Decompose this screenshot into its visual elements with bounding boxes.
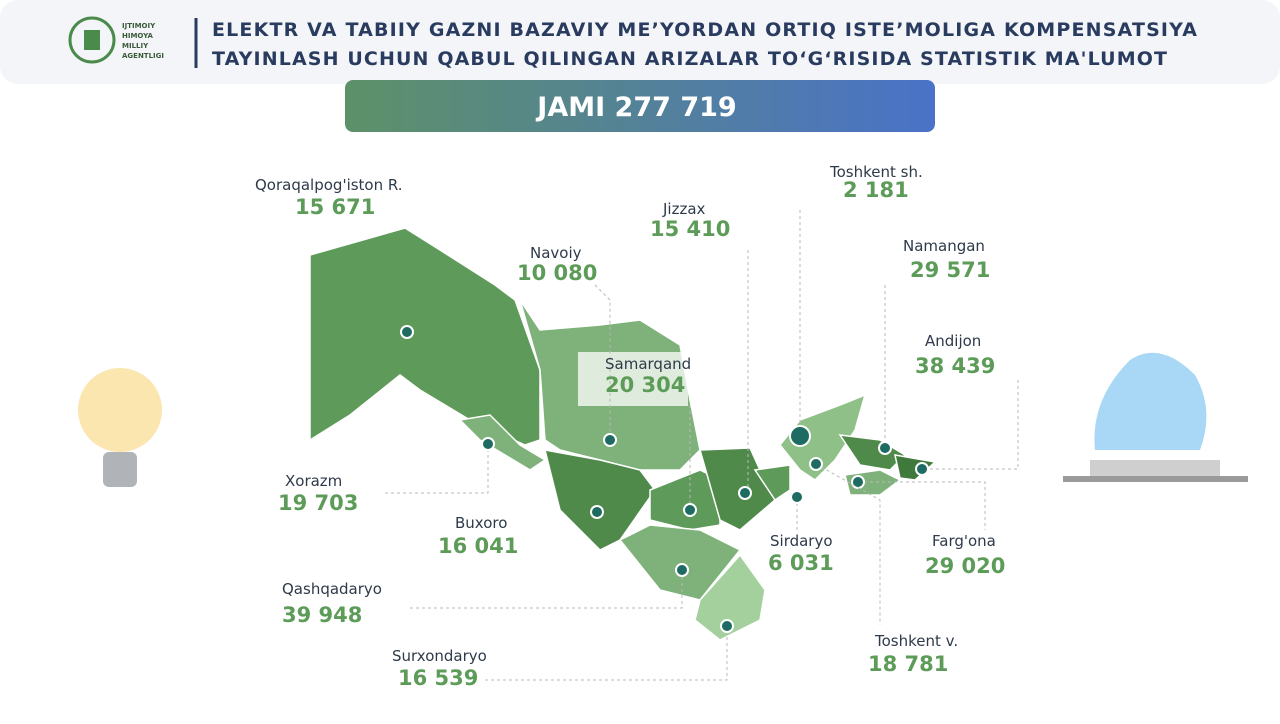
region-name: Surxondaryo	[392, 647, 487, 665]
region-name: Andijon	[925, 332, 981, 350]
region-name: Sirdaryo	[770, 532, 833, 550]
region-name: Qoraqalpog'iston R.	[255, 176, 403, 194]
region-dot	[481, 437, 495, 451]
header-bar	[0, 0, 1280, 84]
region-name: Toshkent sh.	[829, 163, 923, 181]
region-dot	[851, 475, 865, 489]
leader-line	[410, 570, 683, 609]
region-value: 38 439	[915, 354, 995, 378]
region-name: Toshkent v.	[874, 632, 958, 650]
region-value: 10 080	[517, 261, 597, 285]
leader-line	[594, 284, 611, 440]
leader-line	[385, 444, 489, 494]
region-value: 15 671	[295, 195, 375, 219]
logo-text: HIMOYA	[122, 32, 154, 40]
logo-text: AGENTLIGI	[122, 52, 164, 60]
region-value: 18 781	[868, 652, 948, 676]
region-value: 39 948	[282, 603, 362, 627]
region-dot	[720, 619, 734, 633]
logo-text: MILLIY	[122, 42, 149, 50]
region-dot	[809, 457, 823, 471]
map	[309, 227, 937, 641]
total: JAMI 277 719	[535, 92, 736, 123]
leader-line	[815, 463, 881, 625]
region-value: 16 539	[398, 666, 478, 690]
region-value: 16 041	[438, 534, 518, 558]
region-dot	[790, 490, 804, 504]
region-value: 19 703	[278, 491, 358, 515]
region-dot	[738, 486, 752, 500]
region-value: 20 304	[605, 373, 685, 397]
logo-text: IJTIMOIY	[122, 22, 156, 30]
title: TAYINLASH UCHUN QABUL QILINGAN ARIZALAR …	[212, 48, 1167, 70]
total-banner	[345, 80, 935, 132]
region-dot	[675, 563, 689, 577]
leader-line	[485, 626, 728, 681]
leader-line	[858, 481, 986, 530]
region-dot	[789, 425, 811, 447]
region-name: Navoiy	[530, 244, 582, 262]
region-value: 2 181	[843, 178, 909, 202]
region-dot	[878, 441, 892, 455]
region-name: Qashqadaryo	[282, 580, 382, 598]
leader-line	[922, 380, 1019, 470]
region-value: 15 410	[650, 217, 730, 241]
region-name: Farg'ona	[932, 532, 996, 550]
title: ELEKTR VA TABIIY GAZNI BAZAVIY ME’YORDAN…	[212, 19, 1197, 41]
region-name: Jizzax	[662, 200, 706, 218]
region-name: Xorazm	[285, 472, 342, 490]
region-dot	[683, 503, 697, 517]
region-value: 29 020	[925, 554, 1005, 578]
region-name: Buxoro	[455, 514, 507, 532]
bulb	[78, 368, 162, 487]
region-name: Namangan	[903, 237, 985, 255]
gas-flame	[1063, 352, 1248, 482]
region-dot	[603, 433, 617, 447]
region-value: 6 031	[768, 551, 834, 575]
logo: IJTIMOIY HIMOYA MILLIY AGENTLIGI	[68, 16, 164, 64]
region-name: Samarqand	[605, 355, 691, 373]
region-dot	[400, 325, 414, 339]
region-dot	[915, 462, 929, 476]
region-value: 29 571	[910, 258, 990, 282]
region-dot	[590, 505, 604, 519]
